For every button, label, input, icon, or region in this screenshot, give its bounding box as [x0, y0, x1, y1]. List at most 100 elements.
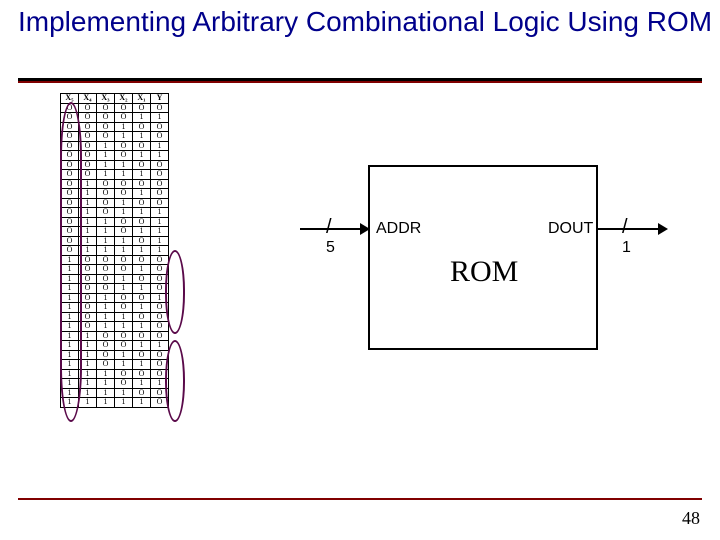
truth-cell: 1	[133, 284, 151, 294]
truth-cell: O	[97, 331, 115, 341]
table-row: 111O11	[61, 379, 169, 389]
truth-cell: 1	[133, 170, 151, 180]
truth-cell: 1	[61, 369, 79, 379]
truth-cell: 1	[97, 217, 115, 227]
table-row: 1OO11O	[61, 284, 169, 294]
rom-dout-arrow	[658, 223, 668, 235]
truth-cell: O	[151, 132, 169, 142]
table-row: OO111O	[61, 170, 169, 180]
truth-cell: O	[115, 341, 133, 351]
truth-cell: 1	[115, 322, 133, 332]
truth-cell: O	[133, 141, 151, 151]
truth-cell: 1	[79, 341, 97, 351]
truth-cell: 1	[115, 284, 133, 294]
table-row: 1OOOOO	[61, 255, 169, 265]
truth-cell: 1	[97, 246, 115, 256]
truth-cell: 1	[79, 388, 97, 398]
table-row: 1O1O1O	[61, 303, 169, 313]
truth-cell: 1	[97, 170, 115, 180]
truth-cell: O	[61, 151, 79, 161]
truth-cell: O	[79, 274, 97, 284]
truth-cell: 1	[61, 360, 79, 370]
truth-cell: 1	[115, 274, 133, 284]
rom-block-label: ROM	[450, 255, 518, 289]
truth-cell: 1	[133, 341, 151, 351]
title-underline	[18, 78, 702, 83]
truth-cell: 1	[151, 141, 169, 151]
truth-cell: O	[151, 322, 169, 332]
truth-cell: O	[151, 284, 169, 294]
truth-cell: O	[133, 350, 151, 360]
truth-header-cell: X₅	[61, 94, 79, 104]
truth-cell: 1	[97, 312, 115, 322]
truth-cell: 1	[79, 189, 97, 199]
truth-cell: 1	[97, 398, 115, 408]
truth-cell: O	[61, 246, 79, 256]
truth-cell: O	[115, 103, 133, 113]
table-row: 11O11O	[61, 360, 169, 370]
truth-cell: O	[133, 103, 151, 113]
truth-cell: O	[79, 113, 97, 123]
truth-cell: 1	[115, 160, 133, 170]
truth-cell: O	[79, 303, 97, 313]
truth-cell: 1	[151, 246, 169, 256]
table-row: OO1O11	[61, 151, 169, 161]
truth-header-cell: X₁	[133, 94, 151, 104]
truth-cell: O	[97, 189, 115, 199]
table-row: OOO11O	[61, 132, 169, 142]
truth-cell: 1	[97, 160, 115, 170]
truth-cell: O	[133, 122, 151, 132]
table-row: 11OO11	[61, 341, 169, 351]
truth-cell: O	[115, 113, 133, 123]
truth-cell: O	[151, 388, 169, 398]
truth-cell: O	[151, 198, 169, 208]
truth-cell: 1	[133, 227, 151, 237]
truth-cell: O	[97, 198, 115, 208]
truth-cell: O	[115, 293, 133, 303]
truth-cell: O	[61, 103, 79, 113]
truth-cell: O	[151, 179, 169, 189]
truth-cell: 1	[97, 388, 115, 398]
table-row: 1O11OO	[61, 312, 169, 322]
truth-cell: 1	[61, 265, 79, 275]
table-row: 1OO1OO	[61, 274, 169, 284]
truth-cell: O	[61, 217, 79, 227]
truth-cell: O	[133, 274, 151, 284]
truth-cell: 1	[61, 303, 79, 313]
truth-table-wrap: X₅X₄X₃X₂X₁Y OOOOOOOOOO11OOO1OOOOO11OOO1O…	[60, 93, 188, 408]
truth-cell: O	[115, 151, 133, 161]
truth-cell: 1	[61, 331, 79, 341]
truth-cell: O	[79, 312, 97, 322]
bus-slash-addr-icon: /	[326, 216, 332, 239]
truth-cell: O	[97, 274, 115, 284]
truth-cell: 1	[61, 312, 79, 322]
truth-cell: 1	[61, 274, 79, 284]
truth-cell: 1	[115, 350, 133, 360]
truth-cell: 1	[133, 189, 151, 199]
truth-cell: O	[61, 189, 79, 199]
truth-cell: O	[79, 255, 97, 265]
truth-cell: O	[133, 160, 151, 170]
truth-cell: O	[79, 293, 97, 303]
truth-cell: O	[61, 170, 79, 180]
truth-cell: 1	[151, 379, 169, 389]
truth-cell: O	[97, 113, 115, 123]
truth-cell: O	[97, 103, 115, 113]
truth-cell: O	[115, 141, 133, 151]
truth-cell: 1	[133, 379, 151, 389]
truth-cell: O	[79, 265, 97, 275]
truth-cell: 1	[133, 246, 151, 256]
truth-cell: O	[151, 122, 169, 132]
page-number: 48	[682, 508, 700, 529]
truth-cell: 1	[61, 322, 79, 332]
truth-cell: O	[151, 303, 169, 313]
truth-cell: 1	[97, 151, 115, 161]
table-row: OOOOOO	[61, 103, 169, 113]
truth-cell: 1	[79, 360, 97, 370]
truth-cell: 1	[133, 303, 151, 313]
truth-cell: 1	[151, 236, 169, 246]
truth-cell: 1	[61, 398, 79, 408]
truth-cell: O	[151, 331, 169, 341]
truth-cell: 1	[151, 151, 169, 161]
truth-cell: 1	[151, 293, 169, 303]
